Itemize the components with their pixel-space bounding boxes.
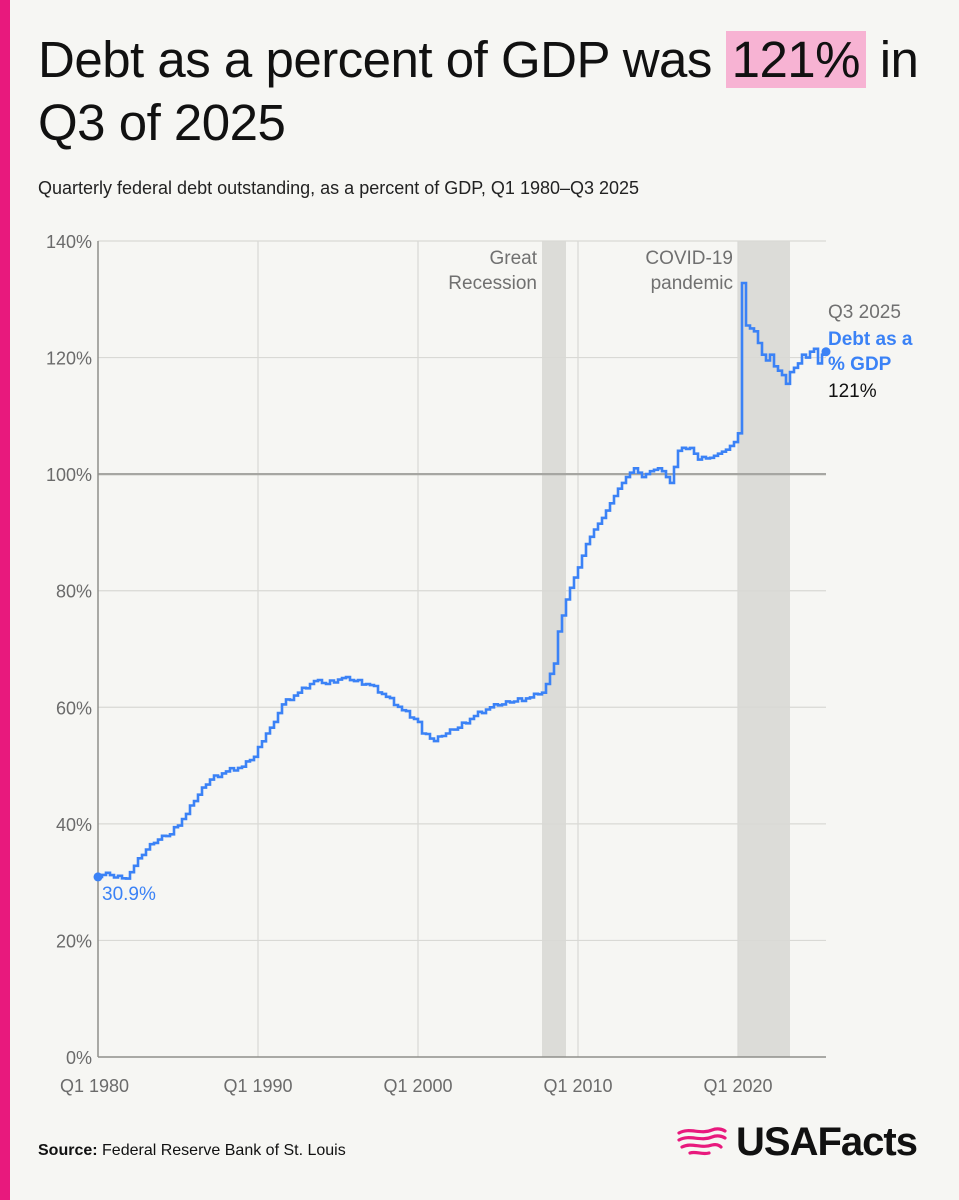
- shaded-period-0: [542, 241, 566, 1057]
- y-tick-label: 0%: [66, 1048, 92, 1068]
- y-tick-label: 120%: [46, 349, 92, 369]
- x-tick-label: Q1 2000: [383, 1076, 452, 1096]
- source-text: Federal Reserve Bank of St. Louis: [102, 1142, 346, 1159]
- chart-title: Debt as a percent of GDP was 121% in Q3 …: [38, 28, 938, 154]
- y-tick-label: 140%: [46, 232, 92, 252]
- x-tick-label: Q1 1980: [60, 1076, 129, 1096]
- usafacts-logo: USAFacts: [676, 1116, 918, 1168]
- title-prefix: Debt as a percent of GDP was: [38, 31, 726, 88]
- shaded-period-label: COVID-19: [645, 248, 733, 269]
- title-suffix: in Q3 of 2025: [38, 31, 919, 151]
- start-value-label: 30.9%: [102, 884, 156, 905]
- end-annotation-series: % GDP: [828, 354, 892, 375]
- y-tick-label: 100%: [46, 465, 92, 485]
- line-chart: 0% 20% 40% 60% 80% 100% 120% 140% Q1 1980 Q1 1990…: [46, 232, 913, 1096]
- start-point: [93, 872, 103, 882]
- chart-subtitle: Quarterly federal debt outstanding, as a…: [38, 178, 640, 198]
- source-label: Source:: [38, 1142, 98, 1159]
- title-highlight: 121%: [725, 31, 867, 88]
- usa-flag-map-icon: [677, 1127, 727, 1156]
- shaded-period-label: Great: [489, 248, 537, 269]
- shaded-period-1: [738, 241, 790, 1057]
- end-point: [821, 347, 831, 357]
- accent-bar: [0, 0, 10, 1200]
- shaded-period-label: pandemic: [651, 273, 733, 294]
- x-tick-label: Q1 2020: [703, 1076, 772, 1096]
- y-tick-label: 80%: [56, 582, 92, 602]
- x-tick-label: Q1 1990: [223, 1076, 292, 1096]
- x-tick-label: Q1 2010: [543, 1076, 612, 1096]
- end-annotation-period: Q3 2025: [828, 302, 901, 323]
- end-annotation-series: Debt as a: [828, 329, 913, 350]
- series-line-debt-gdp: [98, 281, 828, 880]
- logo-text: USAFacts: [736, 1119, 918, 1164]
- end-annotation-value: 121%: [828, 381, 877, 402]
- y-tick-label: 40%: [56, 815, 92, 835]
- shaded-period-label: Recession: [448, 273, 537, 294]
- y-tick-label: 60%: [56, 698, 92, 718]
- y-tick-label: 20%: [56, 931, 92, 951]
- source-note: Source: Federal Reserve Bank of St. Loui…: [38, 1142, 346, 1160]
